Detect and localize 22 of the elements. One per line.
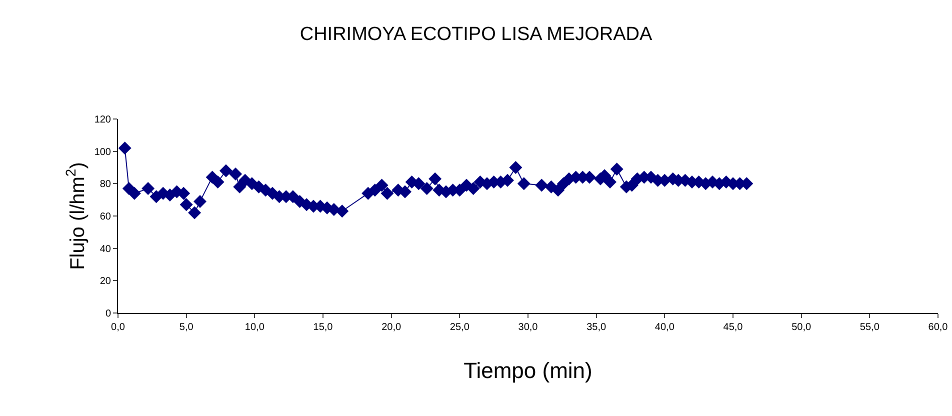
y-tick-label: 60 (100, 212, 112, 222)
x-tick-label: 40,0 (654, 322, 675, 333)
y-tick-label: 0 (105, 308, 112, 320)
y-tick-label: 40 (100, 244, 112, 255)
y-tick-label: 20 (100, 276, 112, 288)
x-tick-label: 60,0 (928, 322, 948, 333)
y-tick-label: 80 (100, 179, 112, 190)
y-tick-label: 120 (94, 114, 112, 126)
x-tick-label: 15,0 (313, 322, 334, 333)
chart-title: CHIRIMOYA ECOTIPO LISA MEJORADA (300, 24, 652, 45)
x-tick-label: 10,0 (244, 322, 265, 333)
x-tick-label: 55,0 (860, 322, 880, 333)
x-tick-label: 30,0 (518, 322, 538, 333)
y-tick-label: 100 (94, 146, 112, 158)
x-tick-label: 5,0 (179, 322, 194, 333)
x-tick-label: 25,0 (450, 322, 470, 333)
x-tick-label: 0,0 (111, 322, 126, 333)
x-tick-label: 35,0 (586, 322, 606, 333)
x-tick-label: 45,0 (723, 322, 744, 333)
x-tick-label: 50,0 (792, 322, 812, 333)
x-tick-label: 20,0 (382, 322, 402, 333)
x-axis-title: Tiempo (min) (464, 358, 592, 383)
